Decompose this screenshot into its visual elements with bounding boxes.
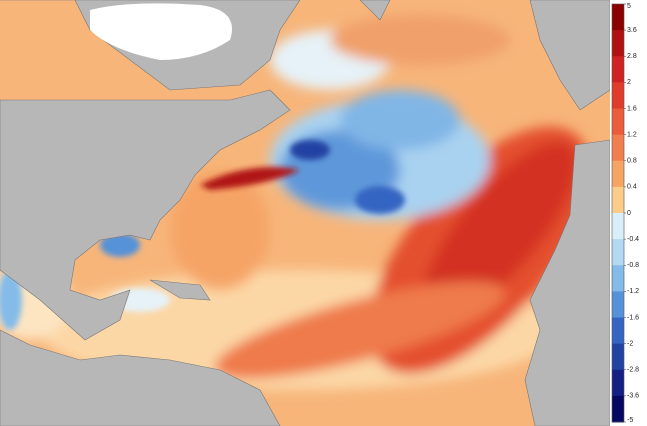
colorbar-bin (612, 265, 624, 292)
map (0, 0, 610, 426)
colorbar-bin (612, 56, 624, 83)
colorbar-bin (612, 239, 624, 266)
colorbar-label: 2 (627, 79, 631, 86)
colorbar-label: 3.6 (627, 27, 637, 34)
colorbar-label: -2 (627, 340, 633, 347)
colorbar-bin (612, 82, 624, 109)
colorbar-bin (612, 317, 624, 345)
colorbar-label: -2.8 (627, 367, 639, 374)
colorbar-bin (612, 213, 624, 240)
ice (90, 3, 232, 61)
colorbar-label: 5 (627, 3, 631, 10)
colorbar-bin (612, 395, 624, 423)
colorbar-label: 1.2 (627, 131, 637, 138)
colorbar-bin (612, 4, 624, 31)
colorbar-bin (612, 343, 624, 371)
colorbar: 5 3.6 2.8 2 1.6 1.2 0.8 0.4 0 -0.4 -0.8 -1.2 -1.6 -2 -… (611, 3, 639, 424)
colorbar-label: -0.8 (627, 262, 639, 269)
colorbar-bin (612, 291, 624, 318)
colorbar-label: -5 (627, 417, 633, 424)
colorbar-label: 0.4 (627, 184, 637, 191)
colorbar-label: 2.8 (627, 53, 637, 60)
colorbar-bin (612, 186, 624, 214)
colorbar-label: 0 (627, 210, 631, 217)
colorbar-label: -1.2 (627, 288, 639, 295)
colorbar-label: -3.6 (627, 393, 639, 400)
anomaly-detail (0, 140, 405, 330)
colorbar-bin (612, 30, 624, 57)
colorbar-bin (612, 369, 624, 397)
colorbar-bin (612, 134, 624, 162)
colorbar-bin (612, 108, 624, 136)
colorbar-label: -1.6 (627, 314, 639, 321)
colorbar-label: 0.8 (627, 158, 637, 165)
colorbar-bin (612, 160, 624, 188)
colorbar-label: 1.6 (627, 105, 637, 112)
colorbar-label: -0.4 (627, 236, 639, 243)
anomaly-field (0, 15, 591, 425)
